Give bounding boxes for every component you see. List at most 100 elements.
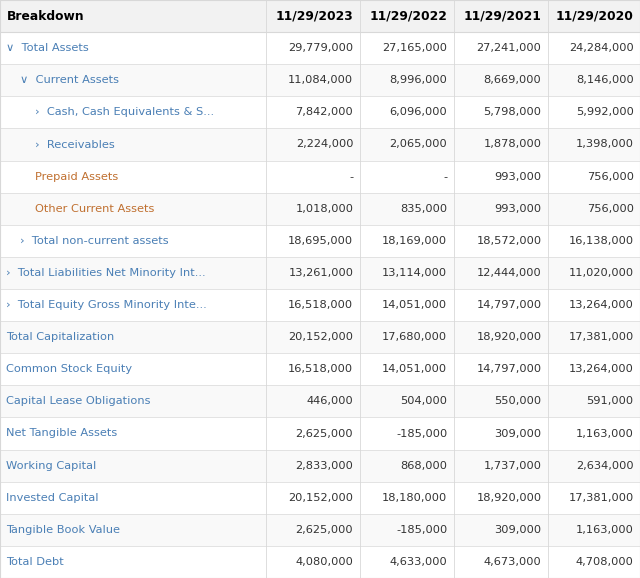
Text: 446,000: 446,000 [307,397,353,406]
Text: 1,018,000: 1,018,000 [295,203,353,214]
Text: 13,264,000: 13,264,000 [569,364,634,375]
Bar [0,417,640,450]
Bar [0,481,640,514]
Text: 16,138,000: 16,138,000 [568,236,634,246]
Text: -: - [444,172,447,181]
Text: 18,920,000: 18,920,000 [476,332,541,342]
Text: Prepaid Assets: Prepaid Assets [35,172,118,181]
Text: 11,020,000: 11,020,000 [568,268,634,278]
Bar [0,450,640,481]
Text: 1,878,000: 1,878,000 [483,139,541,150]
Text: -185,000: -185,000 [396,428,447,439]
Text: 4,080,000: 4,080,000 [296,557,353,567]
Bar [0,128,640,161]
Text: 1,163,000: 1,163,000 [576,525,634,535]
Text: 2,833,000: 2,833,000 [296,461,353,470]
Bar [0,514,640,546]
Text: 13,261,000: 13,261,000 [288,268,353,278]
Text: 868,000: 868,000 [401,461,447,470]
Text: Net Tangible Assets: Net Tangible Assets [6,428,118,439]
Text: 504,000: 504,000 [401,397,447,406]
Text: -: - [349,172,353,181]
Text: 591,000: 591,000 [586,397,634,406]
Text: 993,000: 993,000 [494,172,541,181]
Text: 18,920,000: 18,920,000 [476,492,541,503]
Bar [0,546,640,578]
Text: 2,634,000: 2,634,000 [576,461,634,470]
Text: Total Capitalization: Total Capitalization [6,332,115,342]
Bar [0,321,640,353]
Text: 13,264,000: 13,264,000 [569,300,634,310]
Bar [0,192,640,225]
Text: 13,114,000: 13,114,000 [382,268,447,278]
Bar [0,353,640,386]
Text: Invested Capital: Invested Capital [6,492,99,503]
Bar [0,0,640,32]
Text: 29,779,000: 29,779,000 [288,43,353,53]
Text: 14,797,000: 14,797,000 [476,364,541,375]
Text: Total Debt: Total Debt [6,557,64,567]
Text: 550,000: 550,000 [494,397,541,406]
Text: ›  Receivables: › Receivables [35,139,115,150]
Text: ›  Cash, Cash Equivalents & S...: › Cash, Cash Equivalents & S... [35,108,214,117]
Text: 11,084,000: 11,084,000 [288,75,353,86]
Text: Other Current Assets: Other Current Assets [35,203,154,214]
Text: 27,165,000: 27,165,000 [382,43,447,53]
Text: 17,680,000: 17,680,000 [382,332,447,342]
Bar [0,97,640,128]
Text: 5,992,000: 5,992,000 [576,108,634,117]
Text: Common Stock Equity: Common Stock Equity [6,364,132,375]
Text: 14,051,000: 14,051,000 [382,364,447,375]
Bar [0,225,640,257]
Text: -185,000: -185,000 [396,525,447,535]
Text: ›  Total non-current assets: › Total non-current assets [20,236,169,246]
Text: 20,152,000: 20,152,000 [288,332,353,342]
Text: 4,633,000: 4,633,000 [390,557,447,567]
Text: Breakdown: Breakdown [6,10,84,23]
Text: 756,000: 756,000 [587,203,634,214]
Text: 993,000: 993,000 [494,203,541,214]
Text: 2,625,000: 2,625,000 [296,525,353,535]
Text: 11/29/2022: 11/29/2022 [369,10,447,23]
Bar [0,257,640,289]
Text: 11/29/2020: 11/29/2020 [556,10,634,23]
Text: ›  Total Equity Gross Minority Inte...: › Total Equity Gross Minority Inte... [6,300,207,310]
Bar [0,386,640,417]
Text: ∨  Current Assets: ∨ Current Assets [20,75,120,86]
Text: 4,673,000: 4,673,000 [484,557,541,567]
Text: 11/29/2023: 11/29/2023 [276,10,353,23]
Text: 309,000: 309,000 [494,525,541,535]
Text: 27,241,000: 27,241,000 [477,43,541,53]
Text: 14,051,000: 14,051,000 [382,300,447,310]
Text: 8,669,000: 8,669,000 [484,75,541,86]
Text: 8,146,000: 8,146,000 [576,75,634,86]
Text: 2,224,000: 2,224,000 [296,139,353,150]
Text: 756,000: 756,000 [587,172,634,181]
Text: 18,695,000: 18,695,000 [288,236,353,246]
Text: 20,152,000: 20,152,000 [288,492,353,503]
Text: 7,842,000: 7,842,000 [296,108,353,117]
Text: 1,398,000: 1,398,000 [575,139,634,150]
Text: 1,737,000: 1,737,000 [483,461,541,470]
Text: 12,444,000: 12,444,000 [477,268,541,278]
Text: 2,065,000: 2,065,000 [390,139,447,150]
Text: ›  Total Liabilities Net Minority Int...: › Total Liabilities Net Minority Int... [6,268,206,278]
Text: 24,284,000: 24,284,000 [569,43,634,53]
Text: 1,163,000: 1,163,000 [576,428,634,439]
Text: 18,572,000: 18,572,000 [476,236,541,246]
Text: 309,000: 309,000 [494,428,541,439]
Text: 5,798,000: 5,798,000 [483,108,541,117]
Text: 17,381,000: 17,381,000 [568,332,634,342]
Text: 14,797,000: 14,797,000 [476,300,541,310]
Text: 6,096,000: 6,096,000 [390,108,447,117]
Text: ∨  Total Assets: ∨ Total Assets [6,43,89,53]
Text: 16,518,000: 16,518,000 [288,364,353,375]
Bar [0,32,640,64]
Text: 2,625,000: 2,625,000 [296,428,353,439]
Text: Capital Lease Obligations: Capital Lease Obligations [6,397,151,406]
Bar [0,161,640,192]
Text: 4,708,000: 4,708,000 [576,557,634,567]
Text: 11/29/2021: 11/29/2021 [463,10,541,23]
Bar [0,289,640,321]
Text: Working Capital: Working Capital [6,461,97,470]
